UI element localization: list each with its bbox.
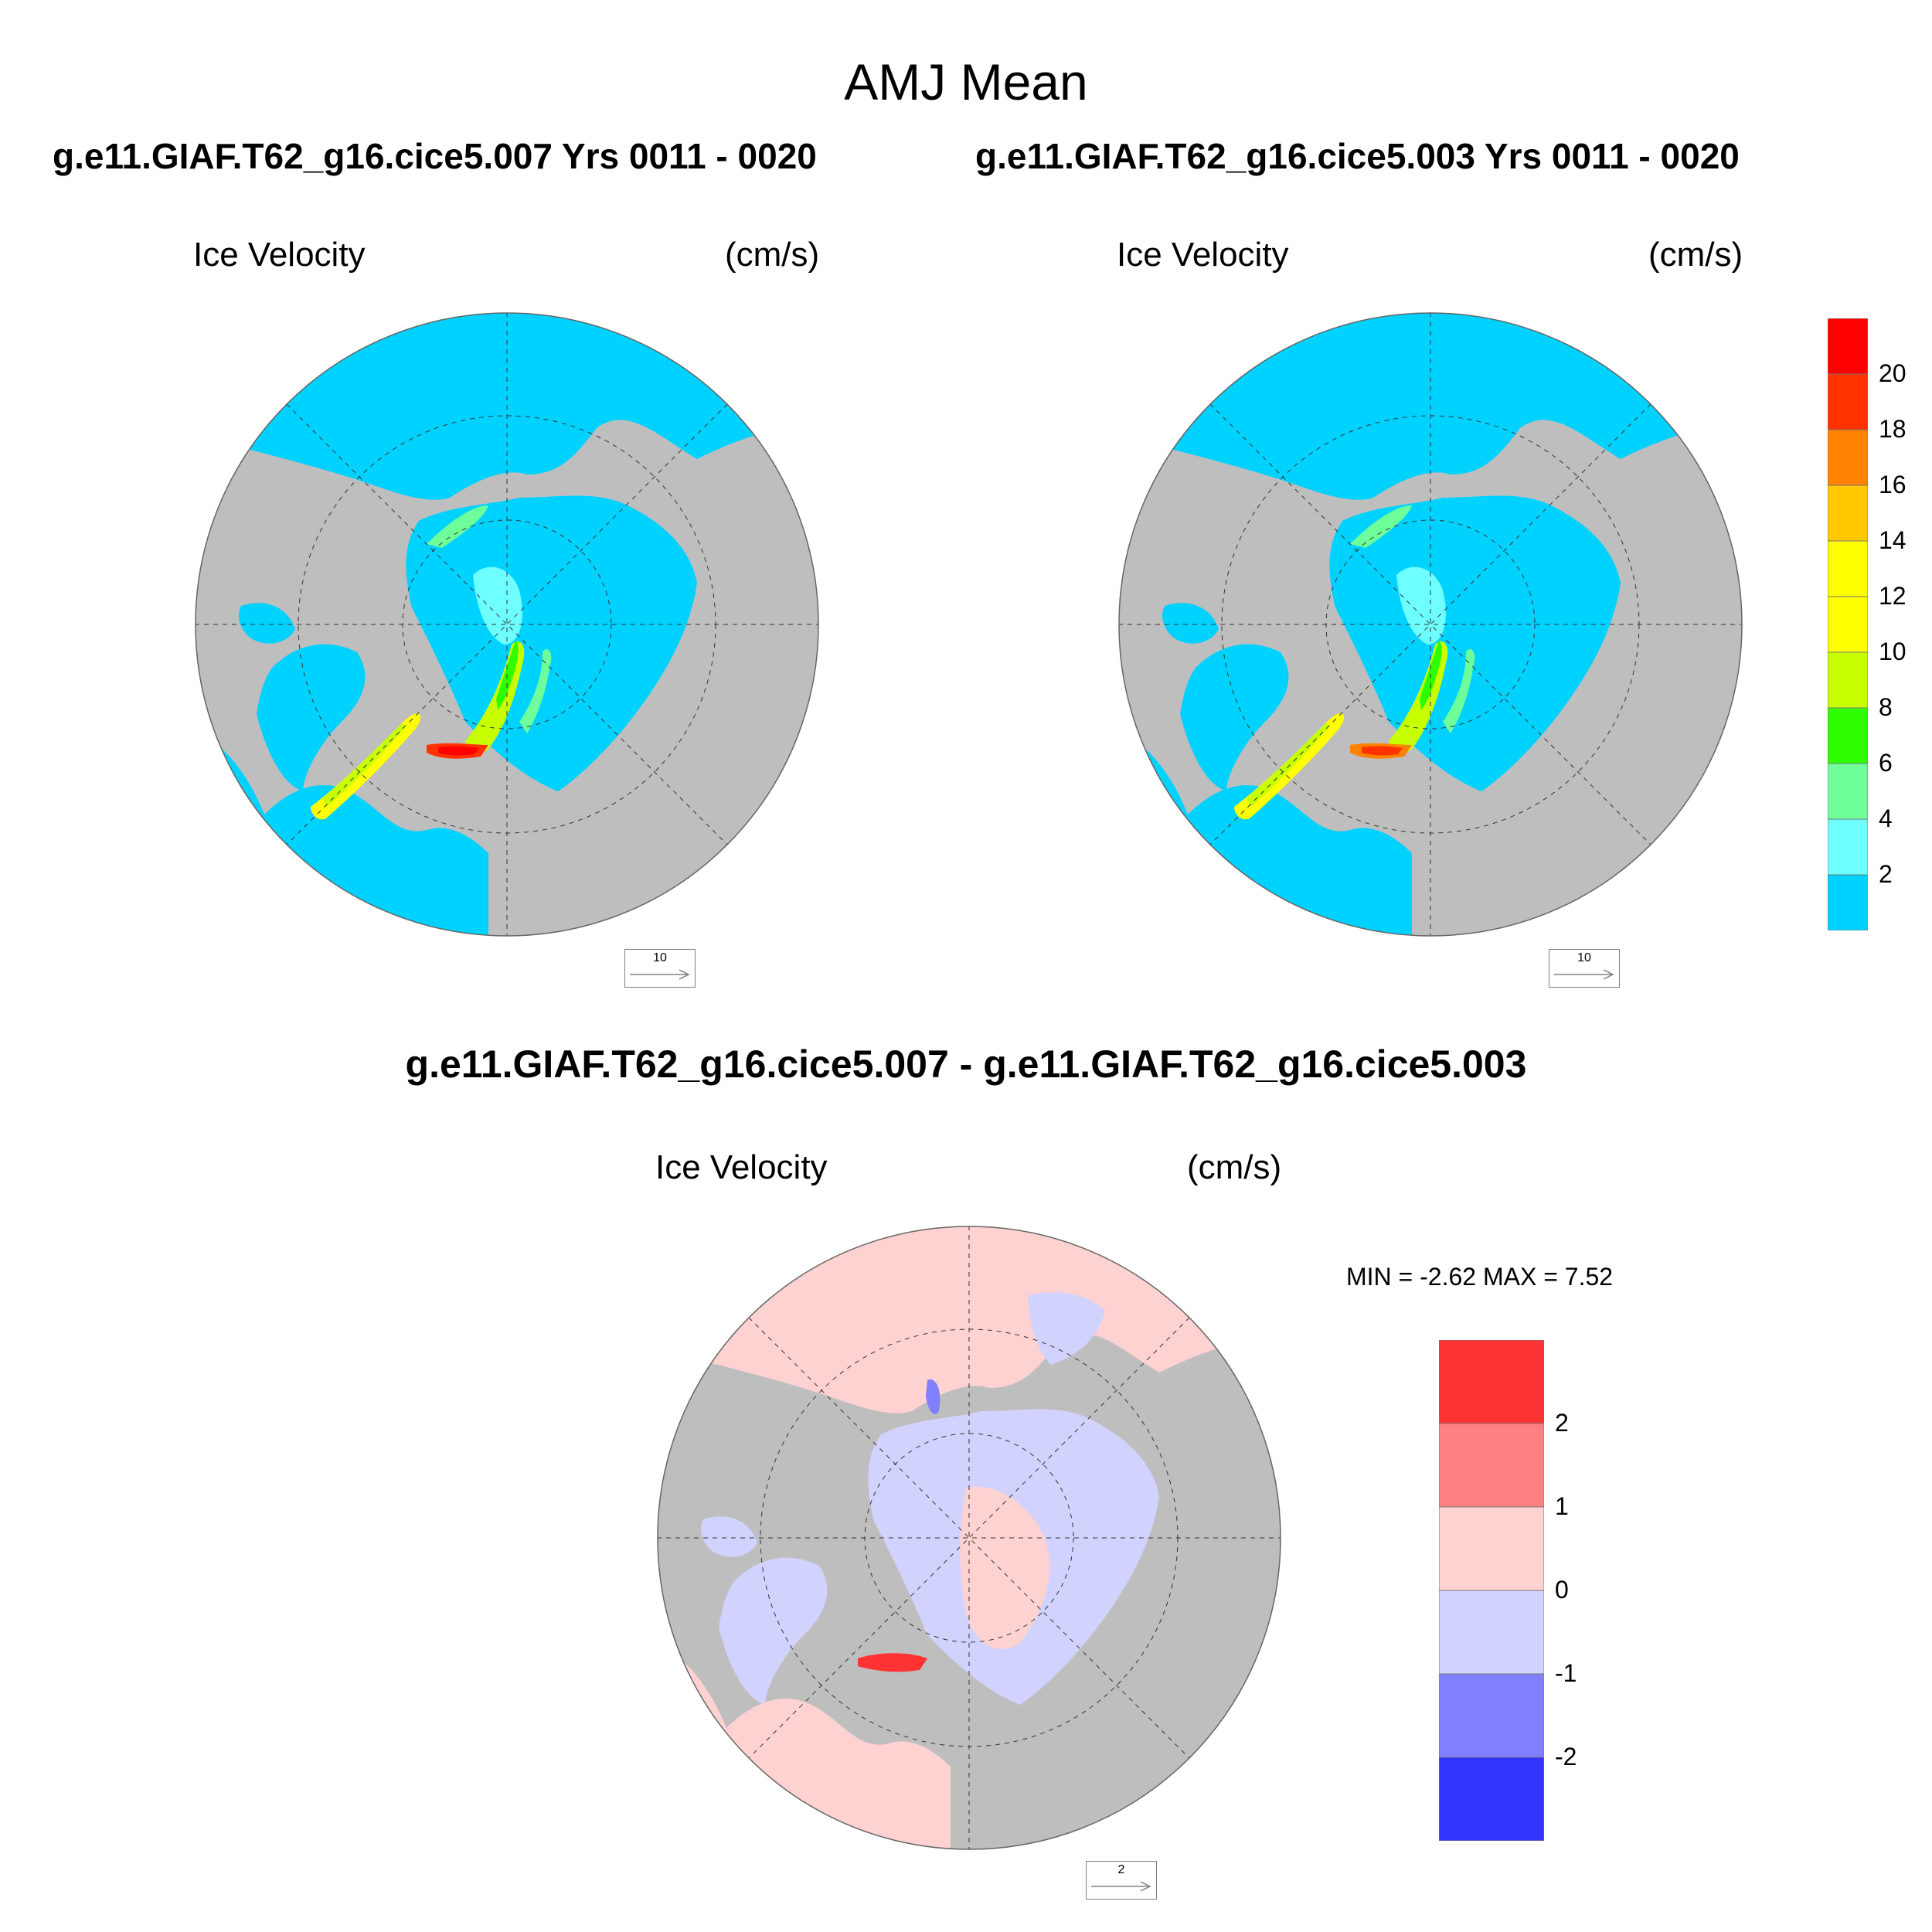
colorbar-bin [1828,651,1868,709]
bering-strait-flow [427,505,488,548]
reference-vector-value: 10 [1577,951,1591,964]
colorbar-bin [1828,818,1868,876]
reference-arrow-icon [630,969,690,980]
map-border [657,1226,1281,1850]
hudson-bay [239,603,295,644]
arctic-basin [406,495,697,791]
top-left-reference-vector: 10 [624,949,696,988]
hudson-bay [701,1516,757,1557]
top-right-units-label: (cm/s) [1648,236,1743,274]
colorbar-bin [1439,1340,1544,1424]
arctic-basin [1329,495,1621,791]
bering-strait-flow [1350,505,1412,548]
colorbar-bin [1828,373,1868,430]
page-title: AMJ Mean [844,53,1088,111]
top-left-velocity-map [195,312,819,937]
colorbar-tick-label: 6 [1879,749,1893,777]
map-border [1118,312,1743,937]
reference-arrow-icon [1091,1881,1151,1892]
top-right-variable-label: Ice Velocity [1117,236,1289,274]
reference-vector-value: 2 [1117,1863,1125,1876]
colorbar-tick-label: 18 [1879,415,1906,443]
reference-arrow-icon [1554,969,1614,980]
colorbar-bin [1828,596,1868,653]
colorbar-tick-label: -1 [1555,1659,1577,1687]
top-left-units-label: (cm/s) [725,236,820,274]
colorbar-bin [1828,707,1868,764]
colorbar-tick-label: 0 [1555,1576,1569,1604]
colorbar-bin [1439,1506,1544,1591]
fram-strait-max-diff [858,1653,927,1672]
colorbar-tick-label: 4 [1879,804,1893,832]
colorbar-bin [1439,1590,1544,1675]
colorbar-tick-label: 16 [1879,471,1906,498]
baffin-bay [257,644,366,791]
colorbar-tick-label: -2 [1555,1743,1577,1770]
hudson-bay [1162,603,1219,644]
map-border [195,312,819,937]
colorbar-tick-label: 12 [1879,582,1906,610]
difference-map [657,1226,1281,1850]
top-right-reference-vector: 10 [1549,949,1620,988]
colorbar-bin [1439,1673,1544,1758]
colorbar-bin [1828,429,1868,486]
colorbar-tick-label: 14 [1879,526,1906,554]
baffin-bay [1180,644,1289,791]
left-case-title: g.e11.GIAF.T62_g16.cice5.007 Yrs 0011 - … [53,136,817,176]
colorbar-tick-label: 20 [1879,359,1906,387]
colorbar-tick-label: 2 [1879,860,1893,888]
difference-colorbar [1439,1340,1544,1841]
top-right-velocity-map [1118,312,1743,937]
bottom-reference-vector: 2 [1086,1861,1157,1900]
colorbar-tick-label: 8 [1879,693,1893,721]
reference-vector-value: 10 [653,951,667,964]
colorbar-tick-label: 2 [1555,1409,1569,1437]
right-case-title: g.e11.GIAF.T62_g16.cice5.003 Yrs 0011 - … [975,136,1740,176]
colorbar-tick-label: 1 [1555,1492,1569,1520]
bottom-variable-label: Ice Velocity [655,1148,828,1186]
velocity-colorbar [1828,318,1868,930]
difference-title: g.e11.GIAF.T62_g16.cice5.007 - g.e11.GIA… [405,1043,1527,1086]
colorbar-tick-label: 10 [1879,638,1906,665]
colorbar-bin [1828,318,1868,375]
baffin-bay [719,1557,828,1705]
colorbar-bin [1828,485,1868,542]
colorbar-bin [1828,874,1868,930]
bottom-units-label: (cm/s) [1187,1148,1282,1186]
colorbar-bin [1439,1757,1544,1841]
top-left-variable-label: Ice Velocity [193,236,366,274]
colorbar-bin [1828,540,1868,597]
colorbar-bin [1828,763,1868,820]
min-max-label: MIN = -2.62 MAX = 7.52 [1346,1263,1614,1291]
colorbar-bin [1439,1423,1544,1508]
